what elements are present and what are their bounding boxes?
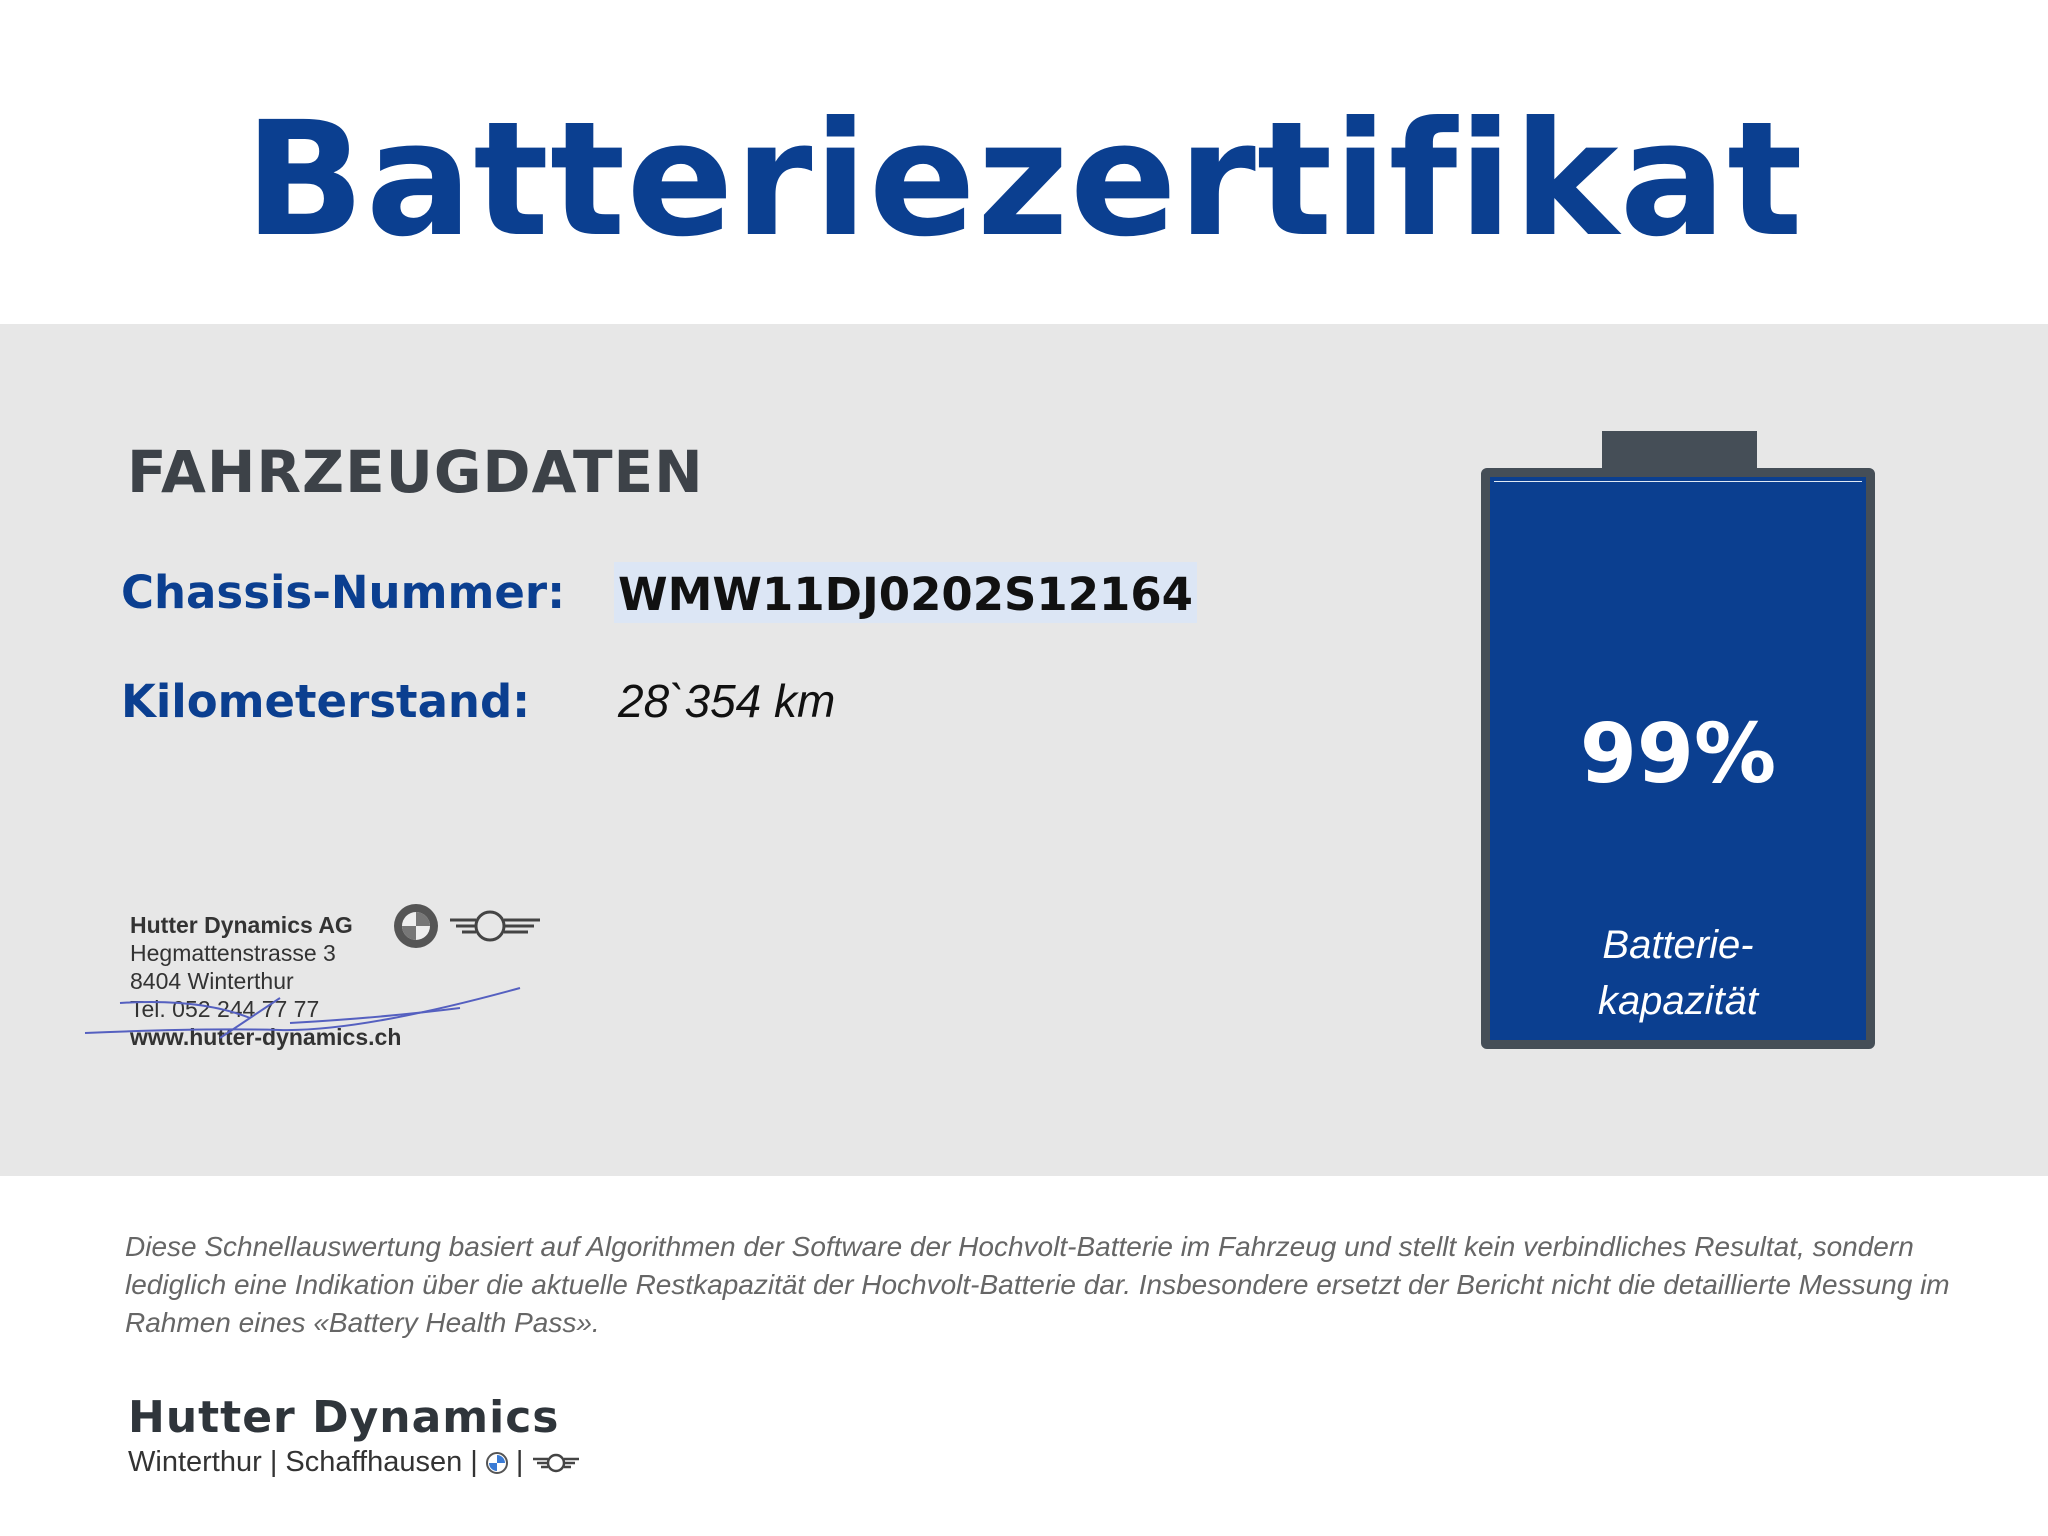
mini-logo-icon (450, 910, 540, 942)
battery-terminal (1602, 431, 1757, 471)
disclaimer: Diese Schnellauswertung basiert auf Algo… (125, 1231, 1950, 1338)
bmw-mini-logos (394, 904, 540, 948)
battery-gauge: 99% Batterie- kapazität (1481, 468, 1875, 1049)
stamp-city: 8404 Winterthur (130, 968, 294, 994)
footer-separator: | (515, 1446, 524, 1478)
mini-logo-icon (533, 1453, 580, 1472)
bmw-logo-icon (394, 904, 438, 948)
caption-line1: Batterie- (1602, 923, 1754, 967)
footer-brand: Hutter Dynamics (128, 1392, 560, 1443)
page-title: Batteriezertifikat (244, 88, 1804, 272)
stamp-street: Hegmattenstrasse 3 (130, 940, 336, 966)
battery-caption: Batterie- kapazität (1490, 917, 1866, 1029)
mileage-label: Kilometerstand: (121, 675, 531, 728)
footer-locations: Winterthur | Schaffhausen | (128, 1446, 478, 1478)
signature (84, 987, 521, 1039)
bmw-logo-icon (485, 1451, 508, 1474)
battery-percent: 99% (1579, 707, 1777, 802)
footer-locations-row: Winterthur | Schaffhausen | | (128, 1446, 581, 1479)
chassis-label: Chassis-Nummer: (121, 566, 566, 619)
dealer-stamp: Hutter Dynamics AG Hegmattenstrasse 3 84… (84, 900, 550, 1060)
stamp-company: Hutter Dynamics AG (130, 912, 353, 938)
chassis-value: WMW11DJ0202S12164 (614, 562, 1197, 623)
section-title: FAHRZEUGDATEN (127, 438, 704, 506)
caption-line2: kapazität (1597, 979, 1759, 1023)
mileage-value: 28`354 km (618, 675, 836, 727)
stamp-web: www.hutter-dynamics.ch (130, 1024, 402, 1050)
